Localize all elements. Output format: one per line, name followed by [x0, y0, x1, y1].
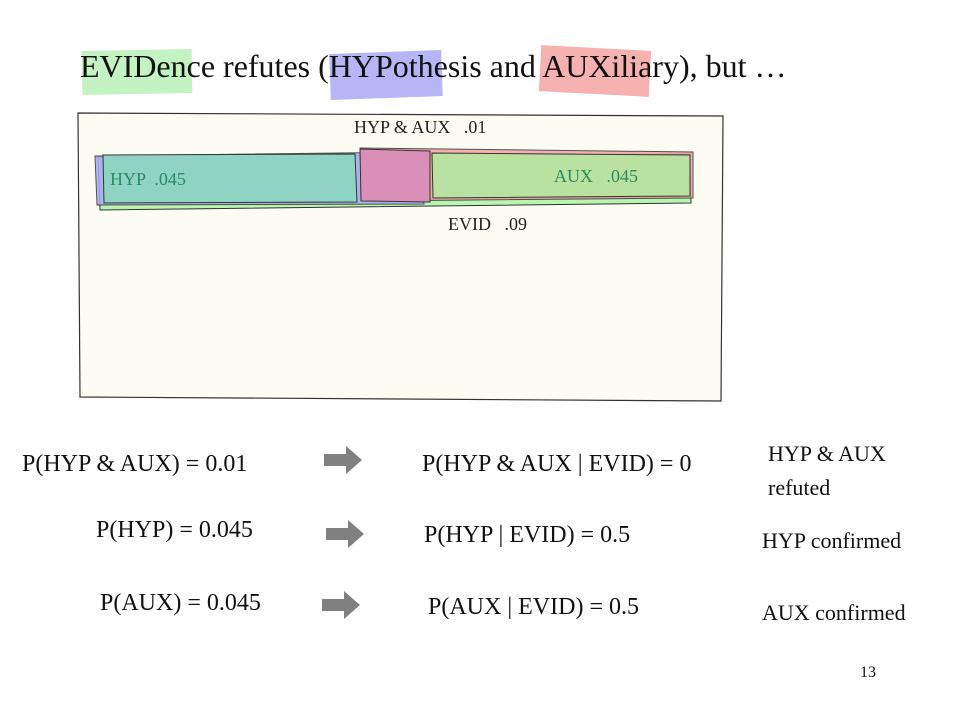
hyp-evid-region: [102, 153, 358, 204]
arrow-right-icon: [326, 520, 364, 548]
title-aux: AUXilia: [542, 48, 653, 84]
page-number: 13: [860, 664, 876, 681]
slide-title: EVIDence refutes (HYPothesis and AUXilia…: [80, 45, 880, 100]
title-text: EVIDence refutes (HYPothesis and AUXilia…: [80, 48, 787, 85]
posterior-hyp-and-aux: P(HYP & AUX | EVID) = 0: [422, 451, 692, 477]
verdict-hyp-and-aux-line2: refuted: [768, 475, 831, 500]
title-evid: EVIDe: [80, 48, 171, 84]
hyp-label: HYP .045: [110, 169, 186, 189]
prior-hyp: P(HYP) = 0.045: [96, 517, 253, 543]
evid-label: EVID .09: [448, 214, 527, 234]
verdict-hyp-and-aux: HYP & AUX refuted: [768, 437, 886, 505]
title-part1: nce refutes (: [170, 48, 329, 84]
aux-evid-region: [431, 152, 691, 199]
verdict-aux: AUX confirmed: [762, 600, 906, 625]
title-part3: ry), but …: [652, 48, 787, 84]
arrow-right-icon: [324, 446, 362, 474]
prior-hyp-and-aux: P(HYP & AUX) = 0.01: [22, 451, 248, 477]
arrow-right-icon: [322, 591, 360, 619]
posterior-hyp: P(HYP | EVID) = 0.5: [424, 522, 631, 548]
hyp-and-aux-label: HYP & AUX .01: [354, 117, 486, 137]
title-part2: esis and: [433, 48, 543, 84]
probability-diagram: HYP & AUX .01 HYP .045 AUX .045 EVID .09: [77, 112, 724, 402]
title-hyp: HYPoth: [328, 48, 434, 84]
verdict-hyp-and-aux-line1: HYP & AUX: [768, 441, 886, 466]
aux-label: AUX .045: [554, 166, 638, 186]
prior-aux: P(AUX) = 0.045: [100, 590, 261, 616]
posterior-aux: P(AUX | EVID) = 0.5: [428, 594, 639, 620]
hyp-and-aux-region: [359, 148, 431, 203]
verdict-hyp: HYP confirmed: [762, 528, 902, 553]
